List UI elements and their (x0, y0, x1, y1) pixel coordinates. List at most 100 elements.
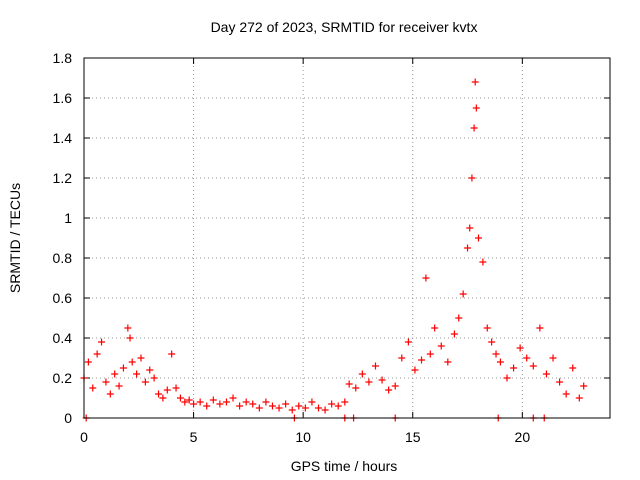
data-point (431, 324, 439, 332)
data-point (529, 362, 537, 370)
y-tick-label: 0.8 (53, 250, 73, 266)
y-tick-label: 1.6 (53, 90, 73, 106)
x-tick-label: 20 (515, 429, 531, 445)
tick-labels: 0 5 10 15 20 0 0.2 0.4 0.6 0.8 1 1.2 1.4 1.6 1.8 (53, 50, 531, 445)
data-point (216, 400, 224, 408)
y-tick-label: 1.2 (53, 170, 73, 186)
data-point (488, 338, 496, 346)
data-point (516, 344, 524, 352)
data-point (580, 382, 588, 390)
data-point (391, 382, 399, 390)
data-point (229, 394, 237, 402)
data-point (536, 324, 544, 332)
data-point (308, 398, 316, 406)
chart-title: Day 272 of 2023, SRMTID for receiver kvt… (211, 19, 478, 35)
data-point (295, 402, 303, 410)
data-point (137, 354, 145, 362)
data-point (111, 370, 119, 378)
data-point (181, 398, 189, 406)
data-point (102, 378, 110, 386)
data-point (575, 394, 583, 402)
data-point (315, 404, 323, 412)
y-tick-label: 1 (64, 210, 72, 226)
data-point (288, 406, 296, 414)
x-tick-label: 0 (80, 429, 88, 445)
data-point (365, 378, 373, 386)
plot-frame (83, 57, 611, 419)
data-point (150, 374, 158, 382)
data-point (203, 402, 211, 410)
data-point (352, 384, 360, 392)
y-tick-label: 0.4 (53, 330, 73, 346)
data-point (275, 404, 283, 412)
data-point (115, 382, 123, 390)
data-point (133, 370, 141, 378)
data-point (470, 124, 478, 132)
data-point (483, 324, 491, 332)
data-point (411, 366, 419, 374)
data-point (378, 376, 386, 384)
data-point (190, 400, 198, 408)
data-point (437, 342, 445, 350)
axis-ticks (83, 57, 610, 419)
data-point (455, 314, 463, 322)
x-tick-label: 10 (295, 429, 311, 445)
data-point (172, 384, 180, 392)
data-point (466, 224, 474, 232)
data-point (98, 338, 106, 346)
data-point (345, 380, 353, 388)
y-tick-label: 0.2 (53, 370, 73, 386)
data-point (459, 290, 467, 298)
data-point (185, 396, 193, 404)
data-point (542, 370, 550, 378)
data-point (126, 334, 134, 342)
data-point (93, 350, 101, 358)
data-point (341, 398, 349, 406)
data-point (475, 234, 482, 242)
data-point (141, 378, 149, 386)
data-point (496, 358, 504, 366)
data-point (569, 364, 577, 372)
data-point (268, 402, 276, 410)
data-point (155, 390, 163, 398)
data-point (358, 370, 366, 378)
y-tick-label: 0 (64, 410, 72, 426)
data-point (471, 78, 479, 86)
data-point (163, 386, 171, 394)
x-axis-title: GPS time / hours (291, 458, 398, 474)
data-point (128, 358, 136, 366)
data-point (84, 358, 92, 366)
data-point (249, 400, 257, 408)
data-point (124, 324, 132, 332)
data-point (146, 366, 154, 374)
data-point (468, 174, 476, 182)
data-point (444, 358, 452, 366)
data-point (418, 356, 426, 364)
y-tick-label: 1.8 (53, 50, 73, 66)
data-points (80, 78, 588, 422)
data-point (426, 350, 434, 358)
grid (84, 58, 610, 418)
data-point (321, 406, 329, 414)
data-point (492, 350, 500, 358)
data-point (196, 398, 204, 406)
data-point (450, 330, 458, 338)
data-point (159, 394, 167, 402)
data-point (334, 402, 342, 410)
data-point (168, 350, 176, 358)
y-tick-label: 1.4 (53, 130, 73, 146)
x-tick-label: 5 (190, 429, 198, 445)
data-point (176, 394, 184, 402)
data-point (472, 104, 480, 112)
data-point (371, 362, 379, 370)
y-tick-label: 0.6 (53, 290, 73, 306)
data-point (556, 378, 564, 386)
x-tick-label: 15 (405, 429, 421, 445)
data-point (510, 364, 518, 372)
data-point (385, 386, 393, 394)
data-point (503, 374, 511, 382)
data-point (262, 398, 270, 406)
y-axis-title: SRMTID / TECUs (7, 183, 23, 293)
